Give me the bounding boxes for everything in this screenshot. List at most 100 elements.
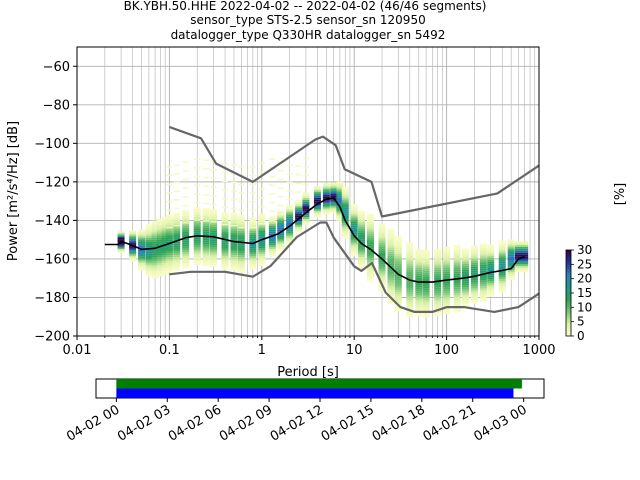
psd-bin	[203, 194, 210, 196]
colorbar-swatch	[566, 275, 571, 278]
psd-bin	[350, 207, 358, 210]
psd-bin	[443, 302, 451, 305]
colorbar-swatch	[566, 285, 571, 288]
psd-bin	[193, 243, 201, 246]
psd-bin	[145, 262, 153, 265]
psd-bin	[358, 237, 366, 240]
psd-bin	[434, 258, 442, 261]
psd-bin	[443, 296, 451, 299]
psd-bin	[322, 210, 330, 213]
y-tick-label: −80	[43, 98, 70, 113]
psd-bin	[443, 273, 451, 276]
psd-bin	[277, 220, 285, 223]
psd-bin	[277, 187, 284, 189]
psd-bin	[202, 238, 210, 241]
psd-bin	[443, 254, 451, 257]
psd-bin	[138, 233, 146, 236]
psd-bin	[145, 258, 153, 261]
psd-bin	[161, 253, 169, 256]
psd-bin	[209, 232, 217, 235]
psd-bin	[406, 284, 414, 287]
psd-bin	[336, 214, 344, 217]
psd-bin	[237, 234, 245, 237]
psd-bin	[470, 249, 478, 252]
psd-bin	[358, 255, 366, 258]
psd-bin	[221, 244, 229, 247]
psd-bin	[521, 248, 529, 251]
x-tick-label: 0.1	[159, 343, 180, 358]
psd-bin	[302, 213, 310, 216]
psd-bin	[415, 248, 423, 251]
y-tick-label: −180	[34, 291, 70, 306]
psd-bin	[378, 256, 386, 259]
psd-bin	[138, 235, 146, 238]
colorbar-swatch	[566, 311, 571, 314]
colorbar-swatch	[566, 304, 571, 307]
psd-bin	[258, 256, 266, 258]
psd-bin	[330, 201, 338, 204]
psd-bin	[145, 243, 153, 246]
colorbar-swatch	[566, 251, 571, 254]
psd-bin	[406, 263, 414, 266]
psd-bin	[470, 253, 478, 256]
psd-bin	[182, 211, 190, 214]
psd-bin	[487, 250, 495, 253]
psd-bin	[295, 182, 302, 185]
psd-bin	[378, 279, 386, 282]
psd-bin	[406, 315, 414, 318]
psd-bin	[209, 243, 217, 246]
psd-bin	[461, 256, 469, 259]
psd-bin	[341, 234, 349, 237]
psd-bin	[507, 262, 515, 265]
psd-bin	[387, 299, 395, 302]
psd-bin	[387, 284, 395, 287]
psd-bin	[221, 221, 229, 224]
psd-bin	[161, 232, 169, 235]
psd-bin	[295, 228, 303, 231]
psd-bin	[461, 265, 469, 268]
psd-bin	[387, 288, 395, 291]
psd-bin	[161, 261, 169, 263]
psd-bin	[129, 249, 137, 252]
psd-bin	[295, 230, 303, 233]
psd-bin	[249, 248, 257, 251]
psd-bin	[415, 273, 423, 276]
psd-bin	[286, 220, 294, 223]
psd-bin	[313, 207, 321, 210]
psd-bin	[258, 221, 266, 224]
psd-bin	[268, 254, 276, 257]
psd-bin	[487, 257, 495, 260]
psd-bin	[358, 266, 366, 269]
psd-bin	[203, 159, 210, 161]
psd-bin	[237, 262, 245, 265]
psd-bin	[302, 220, 310, 223]
psd-bin	[165, 222, 173, 225]
coverage-tick-label: 04-02 06	[166, 402, 224, 444]
psd-bin	[237, 257, 245, 260]
psd-bin	[443, 246, 451, 249]
psd-bin	[422, 272, 430, 275]
psd-bin	[258, 244, 266, 247]
psd-bin	[378, 233, 386, 236]
colorbar-swatch	[566, 297, 571, 300]
psd-bin	[415, 302, 423, 305]
psd-bin	[156, 272, 164, 275]
psd-bin	[422, 299, 430, 302]
psd-bin	[470, 288, 478, 290]
psd-bin	[202, 208, 210, 210]
x-tick-label: 100	[434, 343, 459, 358]
psd-bin	[237, 243, 245, 246]
psd-bin	[422, 257, 430, 260]
psd-bin	[230, 222, 238, 225]
psd-bin	[330, 205, 338, 208]
psd-bin	[202, 263, 210, 266]
psd-bin	[434, 252, 442, 255]
psd-bin	[151, 270, 159, 273]
psd-bin	[387, 249, 395, 252]
psd-bin	[151, 257, 159, 260]
coverage-tick-label: 04-03 00	[472, 402, 530, 444]
coverage-bar-data-available	[116, 379, 522, 389]
y-tick-label: −140	[34, 214, 70, 229]
psd-bin	[173, 255, 181, 258]
